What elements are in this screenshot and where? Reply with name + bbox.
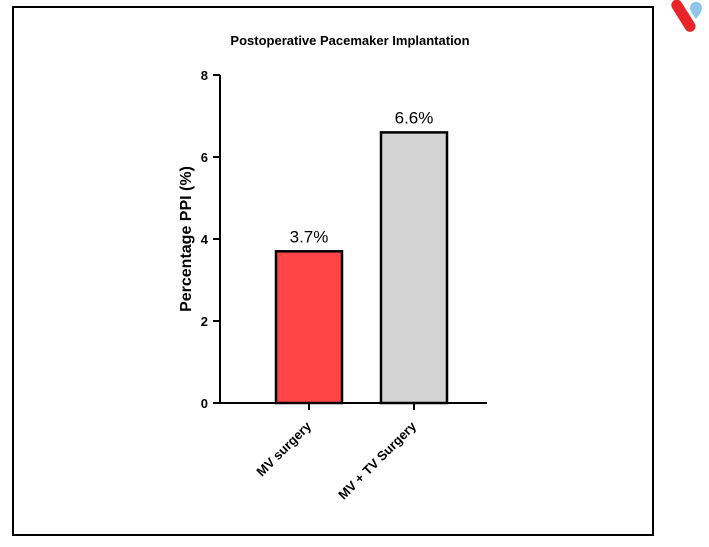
y-axis-label: Percentage PPI (%) xyxy=(178,166,195,312)
chart-title: Postoperative Pacemaker Implantation xyxy=(230,33,469,48)
y-tick-label: 4 xyxy=(201,232,209,247)
data-label: 3.7% xyxy=(290,227,329,246)
y-tick-label: 6 xyxy=(201,150,208,165)
y-tick-label: 8 xyxy=(201,68,208,83)
bar-mv-tv-surgery xyxy=(379,131,449,405)
bar-mv-surgery xyxy=(274,250,344,405)
y-tick-label: 2 xyxy=(201,314,208,329)
x-tick-label: MV surgery xyxy=(253,418,314,479)
brand-logo-icon xyxy=(671,0,702,32)
data-label: 6.6% xyxy=(395,108,434,127)
x-tick-label: MV + TV Surgery xyxy=(335,418,419,502)
y-tick-label: 0 xyxy=(201,396,208,411)
